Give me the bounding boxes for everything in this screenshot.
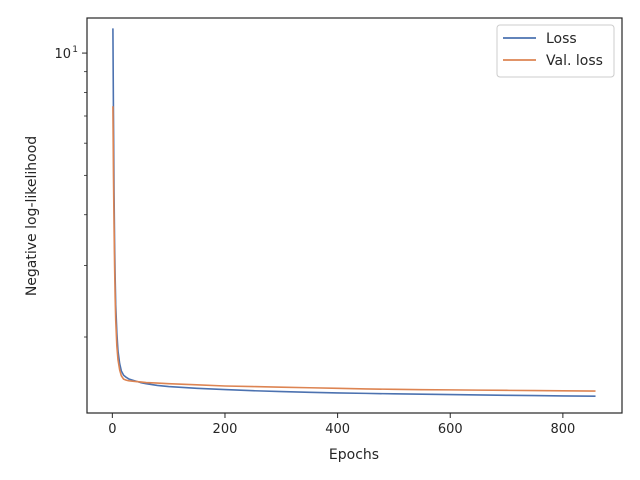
- x-tick-label: 800: [550, 422, 575, 437]
- legend: Loss Val. loss: [496, 24, 615, 78]
- x-axis-ticks: 0 200 400 600 800: [108, 413, 575, 437]
- y-tick-label: 10: [54, 47, 71, 62]
- x-tick-label: 400: [325, 422, 350, 437]
- y-axis-label: Negative log-likelihood: [24, 136, 40, 296]
- plot-frame: [86, 17, 623, 414]
- legend-label-0: Loss: [546, 31, 577, 47]
- series-line-1: [112, 106, 596, 392]
- series-layer: [112, 28, 596, 397]
- x-tick-label: 200: [213, 422, 238, 437]
- x-tick-label: 600: [438, 422, 463, 437]
- x-axis-label: Epochs: [329, 447, 379, 463]
- x-tick-label: 0: [108, 422, 116, 437]
- y-tick-exponent: 1: [72, 45, 78, 55]
- legend-label-1: Val. loss: [546, 53, 603, 69]
